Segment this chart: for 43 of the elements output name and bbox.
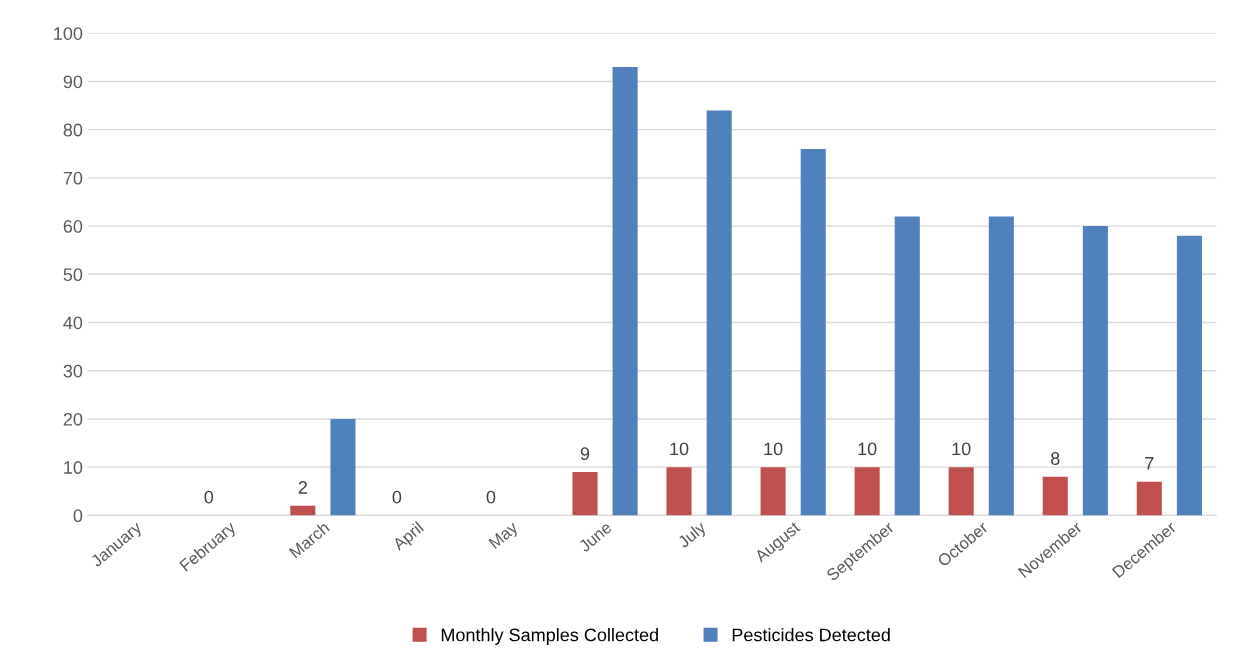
bar bbox=[330, 418, 356, 516]
bar bbox=[894, 216, 920, 516]
x-tick-label: June bbox=[577, 521, 613, 553]
y-tick-label: 70 bbox=[63, 171, 83, 185]
bar bbox=[760, 467, 786, 516]
data-label: 0 bbox=[392, 490, 402, 504]
bar bbox=[572, 471, 598, 516]
y-tick-label: 30 bbox=[63, 364, 83, 378]
data-label: 2 bbox=[298, 481, 307, 494]
bar bbox=[800, 148, 826, 516]
bar bbox=[612, 67, 638, 516]
y-tick-label: 0 bbox=[73, 509, 83, 523]
y-tick-label: 40 bbox=[63, 316, 83, 330]
x-tick-label: May bbox=[488, 520, 521, 552]
bar bbox=[854, 467, 880, 516]
data-label: 10 bbox=[952, 442, 971, 456]
y-tick-label: 20 bbox=[63, 412, 83, 426]
data-label: 10 bbox=[670, 442, 689, 456]
bar bbox=[1136, 481, 1162, 516]
data-label: 0 bbox=[204, 490, 214, 504]
y-tick-label: 100 bbox=[54, 27, 83, 40]
bar bbox=[1082, 226, 1108, 516]
legend-label: Pesticides Detected bbox=[732, 628, 890, 642]
data-label: 0 bbox=[486, 490, 496, 504]
bar bbox=[290, 505, 316, 516]
bar bbox=[1176, 235, 1202, 516]
bar bbox=[948, 467, 974, 516]
data-label: 7 bbox=[1145, 457, 1154, 470]
data-label: 10 bbox=[858, 442, 877, 456]
data-label: 10 bbox=[764, 442, 783, 456]
bar bbox=[988, 216, 1014, 516]
y-tick-label: 90 bbox=[63, 75, 83, 89]
data-label: 8 bbox=[1051, 452, 1060, 465]
x-tick-label: July bbox=[676, 520, 710, 552]
y-tick-label: 80 bbox=[63, 123, 83, 137]
bar bbox=[666, 467, 692, 516]
bar bbox=[706, 110, 732, 516]
bar bbox=[1042, 476, 1068, 516]
data-label: 9 bbox=[580, 447, 590, 461]
y-tick-label: 50 bbox=[63, 268, 83, 282]
y-tick-label: 10 bbox=[64, 461, 83, 474]
y-tick-label: 60 bbox=[63, 220, 83, 233]
legend-label: Monthly Samples Collected bbox=[441, 628, 658, 645]
